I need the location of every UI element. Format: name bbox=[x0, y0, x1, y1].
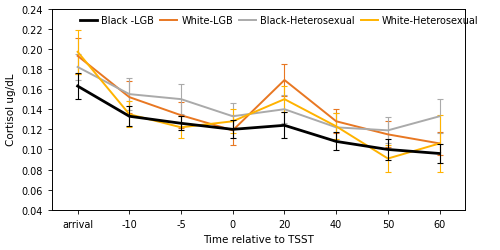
Legend: Black -LGB, White-LGB, Black-Heterosexual, White-Heterosexual: Black -LGB, White-LGB, Black-Heterosexua… bbox=[76, 12, 482, 30]
X-axis label: Time relative to TSST: Time relative to TSST bbox=[203, 234, 314, 244]
Y-axis label: Cortisol ug/dL: Cortisol ug/dL bbox=[6, 74, 16, 146]
